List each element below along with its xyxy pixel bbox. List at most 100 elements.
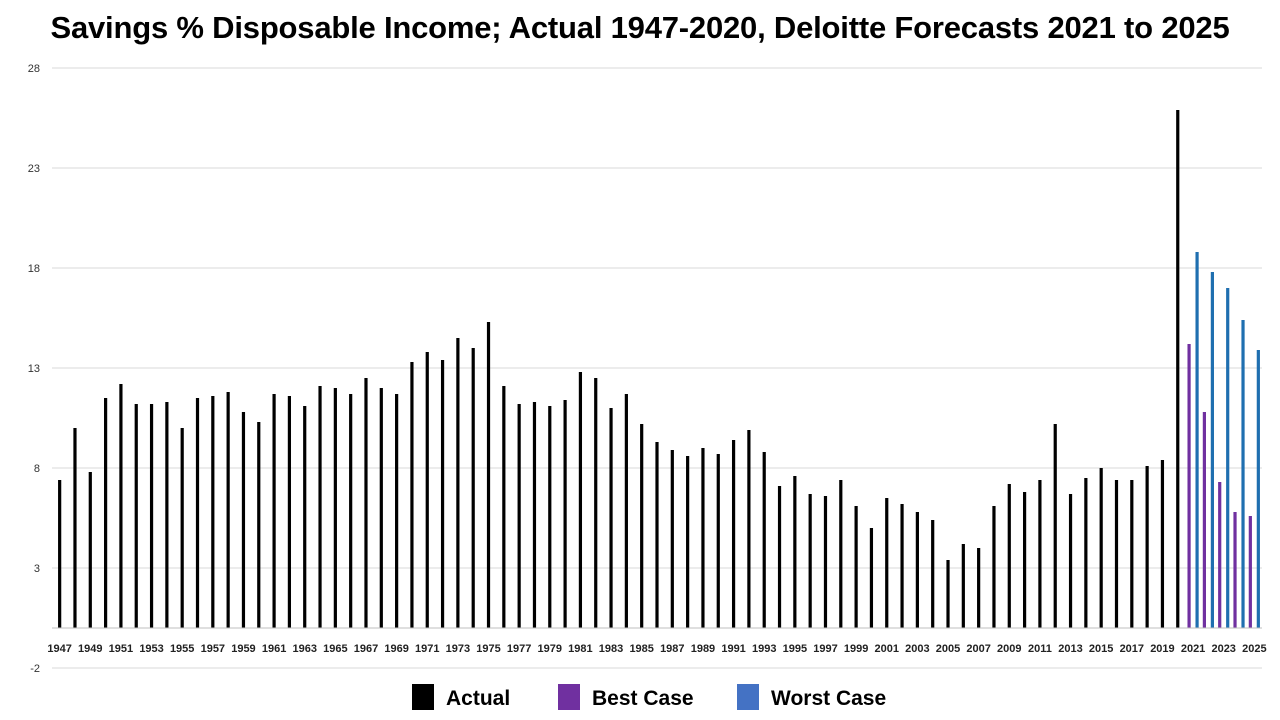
bar-actual-1978 bbox=[532, 402, 537, 628]
bar-best-case-2024 bbox=[1233, 512, 1237, 628]
x-tick-label: 1991 bbox=[721, 643, 745, 655]
x-tick-label: 1989 bbox=[691, 643, 715, 655]
x-tick-label: 1985 bbox=[629, 643, 653, 655]
bar-actual-1981 bbox=[578, 372, 583, 628]
bar-actual-2010 bbox=[1022, 492, 1027, 628]
x-tick-label: 1967 bbox=[354, 643, 378, 655]
bar-actual-1983 bbox=[609, 408, 613, 628]
bar-actual-1951 bbox=[119, 384, 123, 628]
y-tick-label: 18 bbox=[28, 263, 40, 275]
bar-actual-1994 bbox=[777, 486, 782, 628]
x-tick-label: 2003 bbox=[905, 643, 929, 655]
bar-actual-1974 bbox=[471, 348, 475, 628]
bar-actual-2003 bbox=[915, 512, 919, 628]
x-tick-label: 1949 bbox=[78, 643, 102, 655]
x-tick-label: 1947 bbox=[47, 643, 71, 655]
bar-actual-1995 bbox=[793, 476, 797, 628]
bar-best-case-2025 bbox=[1248, 516, 1252, 628]
bar-actual-1990 bbox=[716, 454, 720, 628]
x-tick-label: 2021 bbox=[1181, 643, 1205, 655]
y-tick-label: 23 bbox=[28, 163, 40, 175]
bar-actual-1986 bbox=[655, 442, 659, 628]
bar-actual-2001 bbox=[885, 498, 889, 628]
bar-actual-1955 bbox=[180, 428, 184, 628]
x-tick-label: 1971 bbox=[415, 643, 439, 655]
bar-actual-1987 bbox=[670, 450, 674, 628]
bar-worst-case-2025 bbox=[1256, 350, 1260, 628]
bar-actual-1996 bbox=[808, 494, 812, 628]
legend-label-worst-case: Worst Case bbox=[771, 687, 886, 710]
chart-title: Savings % Disposable Income; Actual 1947… bbox=[50, 10, 1230, 45]
bar-worst-case-2022 bbox=[1210, 272, 1214, 628]
x-tick-label: 1973 bbox=[446, 643, 470, 655]
bar-actual-1972 bbox=[440, 360, 445, 628]
bar-actual-1975 bbox=[486, 322, 491, 628]
x-tick-label: 2017 bbox=[1120, 643, 1144, 655]
x-tick-label: 1981 bbox=[568, 643, 592, 655]
x-tick-label: 1957 bbox=[201, 643, 225, 655]
bar-actual-1967 bbox=[364, 378, 368, 628]
y-tick-label: -2 bbox=[30, 663, 40, 675]
bar-actual-2019 bbox=[1160, 460, 1165, 628]
bar-actual-1949 bbox=[88, 472, 92, 628]
x-tick-label: 2001 bbox=[875, 643, 899, 655]
bar-actual-2009 bbox=[1007, 484, 1011, 628]
legend-swatch-best-case bbox=[558, 684, 580, 710]
legend-swatch-actual bbox=[412, 684, 434, 710]
bar-best-case-2023 bbox=[1218, 482, 1222, 628]
bar-actual-1976 bbox=[502, 386, 506, 628]
x-tick-label: 2019 bbox=[1150, 643, 1174, 655]
x-tick-label: 1955 bbox=[170, 643, 194, 655]
bar-actual-1950 bbox=[104, 398, 108, 628]
x-tick-label: 2011 bbox=[1028, 643, 1052, 655]
bar-actual-2017 bbox=[1130, 480, 1134, 628]
y-tick-label: 13 bbox=[28, 363, 40, 375]
x-tick-label: 1987 bbox=[660, 643, 684, 655]
x-tick-label: 2009 bbox=[997, 643, 1021, 655]
x-tick-label: 2005 bbox=[936, 643, 960, 655]
x-tick-label: 1975 bbox=[476, 643, 500, 655]
bar-actual-1997 bbox=[823, 496, 828, 628]
bar-actual-1969 bbox=[395, 394, 399, 628]
x-tick-label: 1965 bbox=[323, 643, 347, 655]
bar-actual-2015 bbox=[1099, 468, 1103, 628]
x-tick-label: 1977 bbox=[507, 643, 531, 655]
x-tick-label: 1959 bbox=[231, 643, 255, 655]
bar-actual-1970 bbox=[410, 362, 414, 628]
x-tick-label: 1953 bbox=[139, 643, 163, 655]
bar-actual-1973 bbox=[456, 338, 460, 628]
bar-actual-1953 bbox=[149, 404, 154, 628]
x-tick-label: 1993 bbox=[752, 643, 776, 655]
bar-actual-2007 bbox=[977, 548, 981, 628]
bar-actual-1984 bbox=[624, 394, 628, 628]
y-tick-label: 3 bbox=[34, 563, 40, 575]
x-tick-label: 1969 bbox=[384, 643, 408, 655]
bar-actual-1963 bbox=[303, 406, 307, 628]
bar-worst-case-2021 bbox=[1195, 252, 1199, 628]
bar-actual-1971 bbox=[425, 352, 429, 628]
bar-actual-2004 bbox=[931, 520, 935, 628]
bar-actual-1966 bbox=[349, 394, 353, 628]
bar-actual-2008 bbox=[992, 506, 996, 628]
bar-actual-1952 bbox=[134, 404, 138, 628]
bar-actual-1947 bbox=[58, 480, 62, 628]
legend-label-best-case: Best Case bbox=[592, 687, 694, 710]
bar-best-case-2021 bbox=[1187, 344, 1191, 628]
bar-actual-2012 bbox=[1053, 424, 1057, 628]
bar-actual-2018 bbox=[1145, 466, 1149, 628]
y-tick-label: 28 bbox=[28, 63, 40, 75]
bar-best-case-2022 bbox=[1202, 412, 1206, 628]
x-tick-label: 1999 bbox=[844, 643, 868, 655]
bar-actual-1964 bbox=[318, 386, 322, 628]
legend: Actual Best Case Worst Case bbox=[412, 684, 886, 710]
bar-actual-2014 bbox=[1084, 478, 1088, 628]
bar-actual-1965 bbox=[333, 388, 337, 628]
bar-actual-1948 bbox=[73, 428, 77, 628]
bar-worst-case-2024 bbox=[1241, 320, 1245, 628]
bar-actual-1962 bbox=[287, 396, 292, 628]
bar-actual-1998 bbox=[839, 480, 843, 628]
x-tick-label: 1979 bbox=[538, 643, 562, 655]
y-axis-ticks: 28 23 18 13 8 3 -2 bbox=[28, 63, 40, 675]
bar-actual-1960 bbox=[257, 422, 261, 628]
